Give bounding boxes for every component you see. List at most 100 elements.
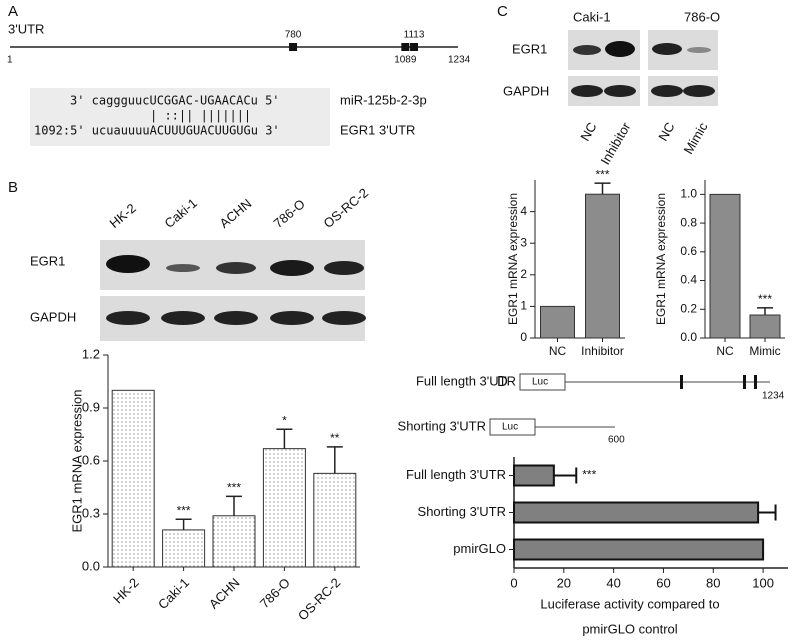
x-tick-label: NC [549,344,567,358]
significance: *** [758,292,772,306]
site [401,43,410,51]
y-tick-label: 1 [520,299,527,313]
lane-label: Mimic [681,119,711,156]
construct-name: Full length 3'UTR [416,373,516,388]
bar [262,448,306,568]
y-tick-label: 0.9 [82,399,100,414]
y-tick-label: 1.0 [680,187,697,201]
site [680,375,683,389]
panel-label: C [497,3,508,20]
panel-label: A [8,3,18,20]
y-tick-label: 1.2 [82,346,100,361]
x-tick-label: 0 [510,575,517,590]
blot-row-label: GAPDH [503,83,549,98]
significance: *** [227,481,241,495]
y-axis-label: EGR1 mRNA expression [654,193,668,325]
blot-row-label: GAPDH [30,309,76,324]
y-tick-label: 0.6 [82,452,100,467]
lane-label: OS-RC-2 [320,185,371,231]
significance: ** [330,431,340,445]
y-tick-label: 0.8 [680,215,697,229]
x-tick-label: Inhibitor [581,344,624,358]
x-tick-label: NC [716,344,734,358]
site-label: 1089 [394,55,417,66]
bar [585,193,620,339]
lane-label: NC [655,120,677,144]
lane-label: ACHN [216,196,254,231]
site-label: 780 [285,30,302,41]
y-tick-label: 3 [520,235,527,249]
lane-label: Inhibitor [597,119,633,167]
bar [513,538,765,561]
significance: *** [177,503,191,517]
y-tick-label: Shorting 3'UTR [418,504,506,519]
significance: *** [582,468,596,482]
y-tick-label: 0.0 [82,558,100,573]
site-label: 1113 [404,30,425,41]
bar [313,472,357,568]
construct-length: 600 [608,435,625,446]
y-tick-label: Full length 3'UTR [406,467,506,482]
y-tick-label: 0.3 [82,505,100,520]
x-tick-label: 100 [752,575,774,590]
blot [568,30,718,106]
x-tick-label: ACHN [206,575,243,612]
significance: *** [595,167,609,181]
blot [100,240,366,341]
lane-label: 786-O [270,196,307,231]
panel-label: D [497,373,508,390]
site [743,375,746,389]
y-tick-label: 0.4 [680,273,697,287]
bar [111,389,155,568]
target-name: EGR1 3'UTR [340,122,415,137]
bar [513,464,555,487]
luc-label: Luc [532,377,548,388]
x-axis-label: pmirGLO control [582,621,677,636]
x-tick-label: HK-2 [110,575,142,607]
bar [749,314,781,339]
x-axis-label: Luciferase activity compared to [540,596,719,611]
blot-row-label: EGR1 [512,41,547,56]
y-tick-label: 0.6 [680,244,697,258]
panel-label: B [8,179,18,196]
mirna-name: miR-125b-2-3p [340,92,427,107]
x-tick-label: 40 [606,575,620,590]
x-tick-label: 60 [656,575,670,590]
site [289,43,298,51]
x-tick-label: Caki-1 [155,575,192,612]
y-tick-label: 2 [520,267,527,281]
target-seq: 1092:5' ucuauuuuACUUUGUACUUGUGu 3' [34,124,280,138]
lane-label: HK-2 [106,200,138,231]
y-tick-label: pmirGLO [453,541,506,556]
significance: * [282,413,287,427]
x-tick-label: OS-RC-2 [295,575,343,623]
construct-length: 1234 [762,391,785,402]
blot-col-label: Caki-1 [573,9,611,24]
mirna-seq: 3' caggguucUCGGAC-UGAACACu 5' [70,94,280,108]
blot-row-label: EGR1 [30,253,65,268]
pairing: | ::|| ||||||| [150,109,251,123]
x-tick-label: 786-O [257,575,293,611]
y-tick-label: 0.0 [680,330,697,344]
utr-label: 3'UTR [8,21,44,36]
utr-position: 1234 [448,55,471,66]
lane-label: NC [577,120,599,144]
bar [162,529,206,568]
y-axis-label: EGR1 mRNA expression [506,193,520,325]
x-tick-label: Mimic [749,344,780,358]
x-tick-label: 80 [706,575,720,590]
lane-label: Caki-1 [161,195,199,231]
site [754,375,757,389]
y-tick-label: 0.2 [680,301,697,315]
blot-col-label: 786-O [684,9,720,24]
y-tick-label: 0 [520,330,527,344]
luc-label: Luc [502,422,518,433]
utr-position: 1 [7,55,13,66]
construct-name: Shorting 3'UTR [398,418,486,433]
x-tick-label: 20 [557,575,571,590]
bar [212,515,256,568]
bar [513,501,760,524]
y-tick-label: 4 [520,204,527,218]
site [410,43,419,51]
